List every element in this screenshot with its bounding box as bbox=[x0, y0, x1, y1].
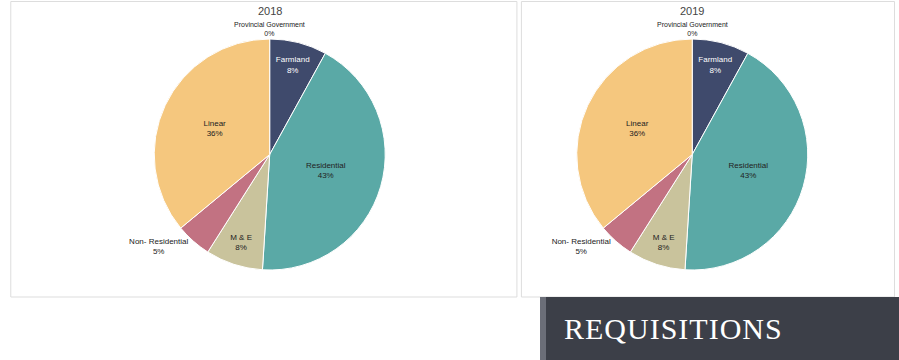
svg-text:Residential43%: Residential43% bbox=[728, 161, 768, 180]
svg-text:Provincial Government0%: Provincial Government0% bbox=[234, 21, 305, 37]
svg-text:M & E8%: M & E8% bbox=[230, 233, 252, 252]
svg-text:Farmland8%: Farmland8% bbox=[276, 55, 310, 74]
svg-text:2019: 2019 bbox=[680, 5, 704, 17]
svg-text:Provincial Government0%: Provincial Government0% bbox=[657, 21, 728, 37]
svg-text:Linear36%: Linear36% bbox=[626, 119, 649, 138]
svg-text:M & E8%: M & E8% bbox=[653, 233, 675, 252]
svg-text:Farmland8%: Farmland8% bbox=[698, 55, 732, 74]
html-text:REQUISITIONS: REQUISITIONS bbox=[564, 312, 783, 345]
svg-text:Non- Residential5%: Non- Residential5% bbox=[552, 237, 611, 256]
svg-text:Non- Residential5%: Non- Residential5% bbox=[129, 237, 188, 256]
svg-text:Residential43%: Residential43% bbox=[306, 161, 346, 180]
svg-text:2018: 2018 bbox=[258, 5, 282, 17]
svg-text:Linear36%: Linear36% bbox=[204, 119, 227, 138]
